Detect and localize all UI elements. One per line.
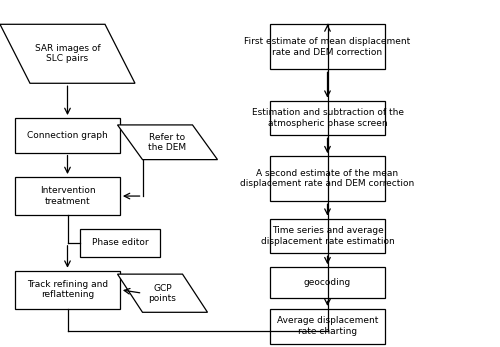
Text: Estimation and subtraction of the
atmospheric phase screen: Estimation and subtraction of the atmosp… (252, 108, 404, 128)
Text: Phase editor: Phase editor (92, 238, 148, 247)
FancyBboxPatch shape (80, 229, 160, 257)
Text: Connection graph: Connection graph (27, 131, 108, 140)
Text: First estimate of mean displacement
rate and DEM correction: First estimate of mean displacement rate… (244, 37, 410, 57)
Text: GCP
points: GCP points (148, 283, 176, 303)
Text: geocoding: geocoding (304, 278, 351, 287)
Polygon shape (118, 125, 218, 160)
Text: Time series and average
displacement rate estimation: Time series and average displacement rat… (260, 226, 394, 246)
FancyBboxPatch shape (270, 101, 385, 135)
Text: Refer to
the DEM: Refer to the DEM (148, 133, 186, 152)
Text: Intervention
treatment: Intervention treatment (40, 186, 96, 206)
FancyBboxPatch shape (270, 219, 385, 253)
FancyBboxPatch shape (270, 156, 385, 201)
Text: SAR images of
SLC pairs: SAR images of SLC pairs (34, 44, 100, 64)
Text: Track refining and
reflattening: Track refining and reflattening (27, 280, 108, 299)
FancyBboxPatch shape (270, 24, 385, 69)
Polygon shape (118, 274, 208, 312)
Polygon shape (0, 24, 135, 83)
Text: Average displacement
rate charting: Average displacement rate charting (277, 316, 378, 336)
Text: A second estimate of the mean
displacement rate and DEM correction: A second estimate of the mean displaceme… (240, 169, 414, 188)
FancyBboxPatch shape (15, 118, 120, 153)
FancyBboxPatch shape (270, 267, 385, 298)
FancyBboxPatch shape (270, 309, 385, 344)
FancyBboxPatch shape (15, 177, 120, 215)
FancyBboxPatch shape (15, 271, 120, 309)
